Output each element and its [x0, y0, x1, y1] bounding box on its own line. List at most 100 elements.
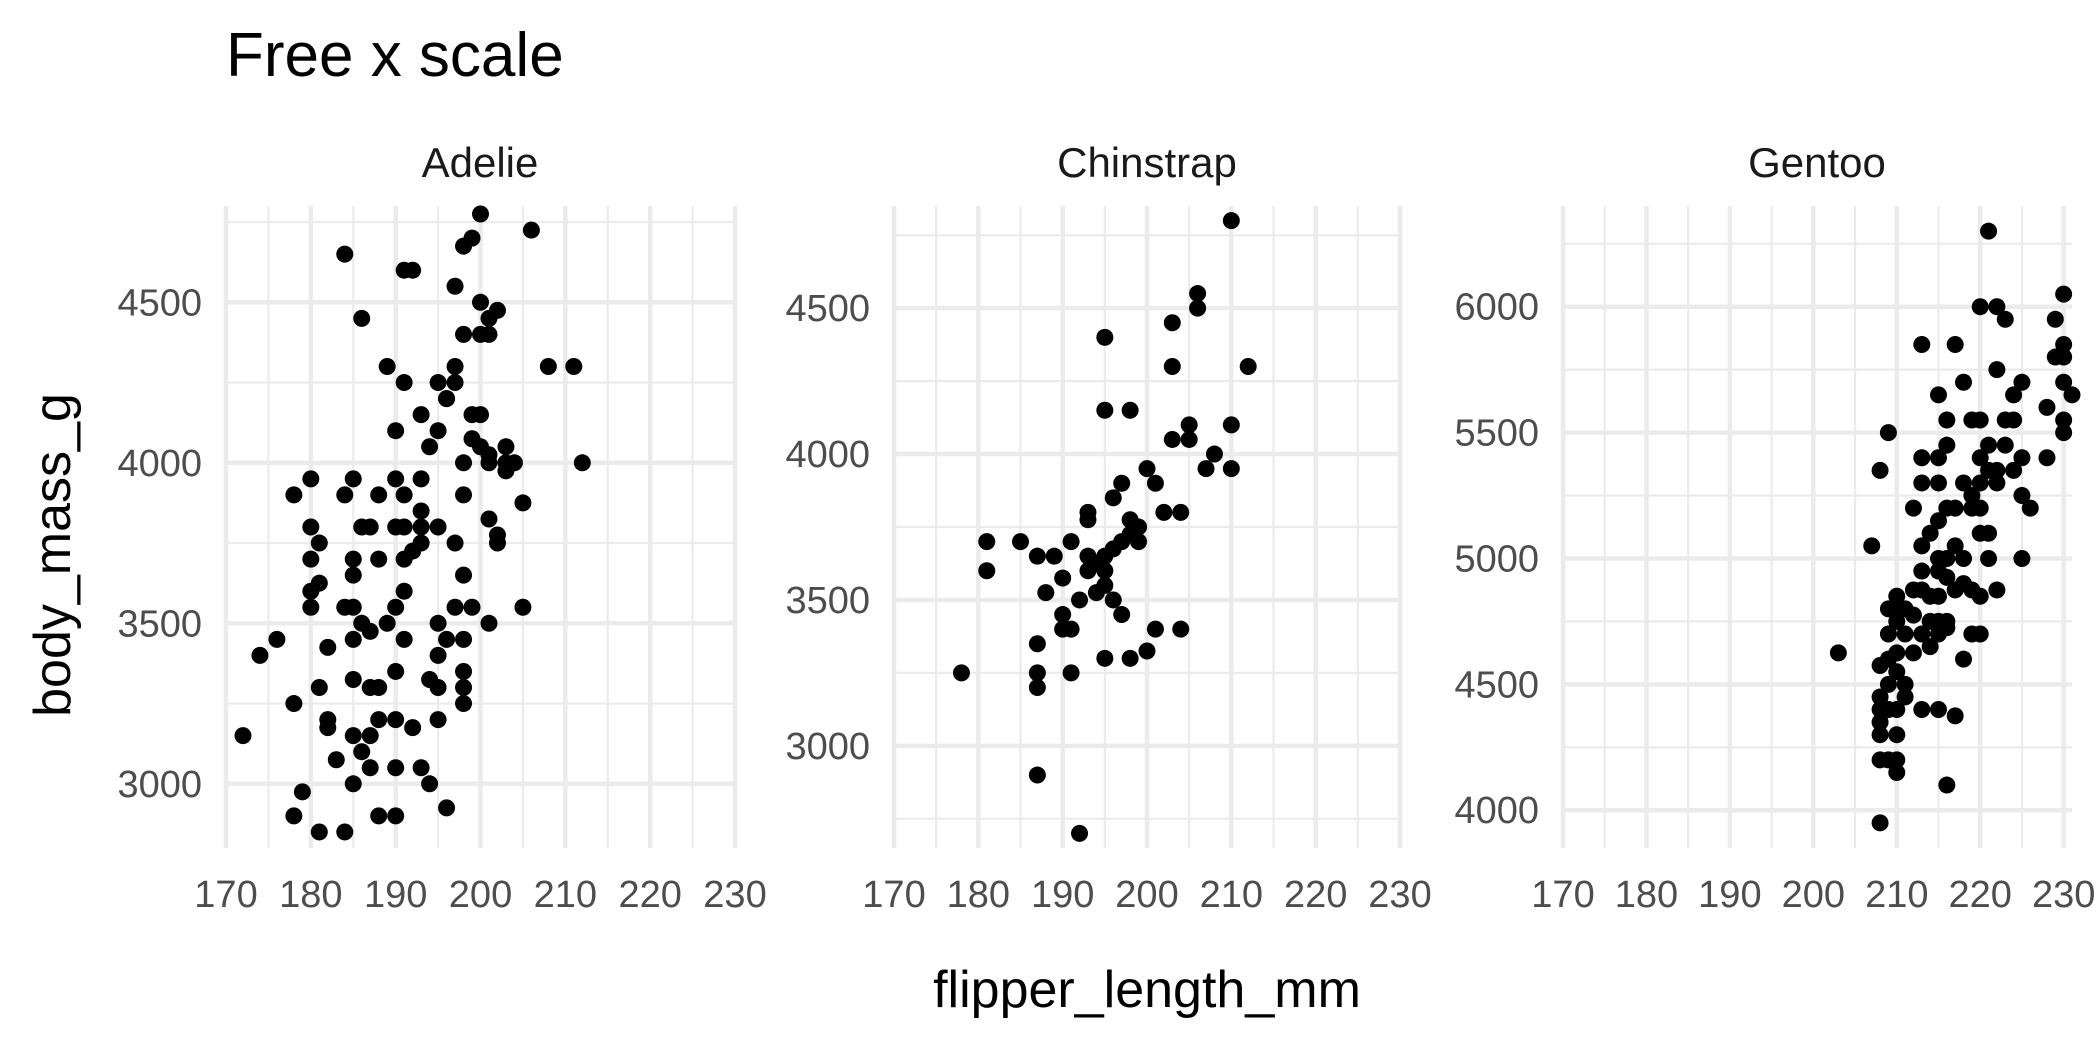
- data-point: [344, 566, 362, 584]
- x-tick-label: 230: [2032, 874, 2095, 916]
- data-point: [1888, 644, 1906, 662]
- data-point: [1888, 587, 1906, 605]
- data-point: [1971, 625, 1989, 643]
- data-point: [455, 486, 473, 504]
- facet-label-gentoo: Gentoo: [1748, 139, 1886, 186]
- data-point: [1062, 533, 1080, 551]
- data-point: [387, 807, 405, 825]
- data-point: [455, 454, 473, 472]
- data-point: [1888, 751, 1906, 769]
- data-point: [1996, 436, 2014, 454]
- data-point: [1988, 581, 2006, 599]
- data-point: [1980, 549, 1998, 567]
- data-point: [1955, 549, 1973, 567]
- data-point: [952, 664, 970, 682]
- data-point: [1113, 474, 1131, 492]
- data-point: [361, 622, 379, 640]
- data-point: [387, 598, 405, 616]
- data-point: [1172, 503, 1190, 521]
- data-point: [1955, 373, 1973, 391]
- data-point: [1189, 285, 1207, 303]
- data-point: [446, 534, 464, 552]
- facet-label-chinstrap: Chinstrap: [1057, 139, 1237, 186]
- y-tick-label: 3500: [785, 580, 870, 622]
- data-point: [1028, 547, 1046, 565]
- x-tick-label: 220: [1949, 874, 2012, 916]
- y-tick-label: 5500: [1454, 413, 1539, 455]
- data-point: [370, 711, 388, 729]
- data-point: [1096, 562, 1114, 580]
- data-point: [387, 759, 405, 777]
- data-point: [1172, 620, 1190, 638]
- data-point: [1913, 474, 1931, 492]
- data-point: [455, 679, 473, 696]
- data-point: [2055, 373, 2073, 391]
- data-point: [1913, 562, 1931, 580]
- data-point: [378, 358, 396, 375]
- data-point: [421, 775, 439, 793]
- points-gentoo: [1829, 222, 2081, 832]
- data-point: [1079, 511, 1097, 529]
- data-point: [1963, 487, 1981, 505]
- data-point: [1913, 625, 1931, 643]
- data-point: [344, 630, 362, 648]
- grid-chinstrap: [891, 206, 1403, 848]
- data-point: [310, 574, 328, 592]
- facet-gentoo: 4000 4500 5000 5500 6000 170 180 190 200 210 220 2…: [1454, 139, 2095, 916]
- data-point: [344, 670, 362, 688]
- data-point: [1955, 650, 1973, 668]
- x-tick-label: 190: [364, 874, 427, 916]
- x-tick-label: 190: [1698, 874, 1761, 916]
- data-point: [1130, 533, 1148, 551]
- data-point: [1222, 416, 1240, 434]
- data-point: [344, 470, 362, 488]
- x-tick-label: 180: [279, 874, 342, 916]
- data-point: [2055, 348, 2073, 366]
- data-point: [1062, 620, 1080, 638]
- data-point: [978, 533, 996, 551]
- data-point: [1971, 298, 1989, 316]
- x-tick-label: 220: [1284, 874, 1347, 916]
- data-point: [1988, 298, 2006, 316]
- data-point: [395, 374, 413, 392]
- data-point: [336, 486, 354, 504]
- data-point: [1071, 824, 1089, 842]
- y-tick-labels-gentoo: 4000 4500 5000 5500 6000: [1454, 287, 1539, 833]
- data-point: [336, 245, 354, 263]
- data-point: [1896, 625, 1914, 643]
- data-point: [1879, 675, 1897, 693]
- y-tick-label: 3500: [117, 603, 202, 645]
- data-point: [421, 438, 439, 456]
- data-point: [412, 759, 430, 777]
- data-point: [2055, 411, 2073, 429]
- data-point: [412, 518, 430, 536]
- data-point: [455, 662, 473, 680]
- data-point: [1938, 549, 1956, 567]
- chart-title: Free x scale: [226, 21, 564, 90]
- data-point: [361, 759, 379, 777]
- data-point: [446, 374, 464, 392]
- data-point: [1904, 606, 1922, 624]
- y-tick-label: 3000: [117, 764, 202, 806]
- data-point: [361, 518, 379, 536]
- data-point: [327, 751, 345, 769]
- data-point: [285, 807, 303, 825]
- data-point: [378, 614, 396, 632]
- data-point: [429, 422, 447, 440]
- data-point: [455, 695, 473, 713]
- data-point: [1904, 644, 1922, 662]
- data-point: [1871, 814, 1889, 832]
- data-point: [573, 454, 591, 472]
- data-point: [319, 719, 337, 737]
- data-point: [1146, 474, 1164, 492]
- data-point: [1096, 401, 1114, 419]
- facet-label-adelie: Adelie: [422, 139, 539, 186]
- data-point: [1879, 424, 1897, 442]
- data-point: [1971, 587, 1989, 605]
- data-point: [488, 534, 506, 552]
- data-point: [1205, 445, 1223, 463]
- data-point: [1180, 416, 1198, 434]
- data-point: [1138, 642, 1156, 660]
- data-point: [293, 783, 311, 801]
